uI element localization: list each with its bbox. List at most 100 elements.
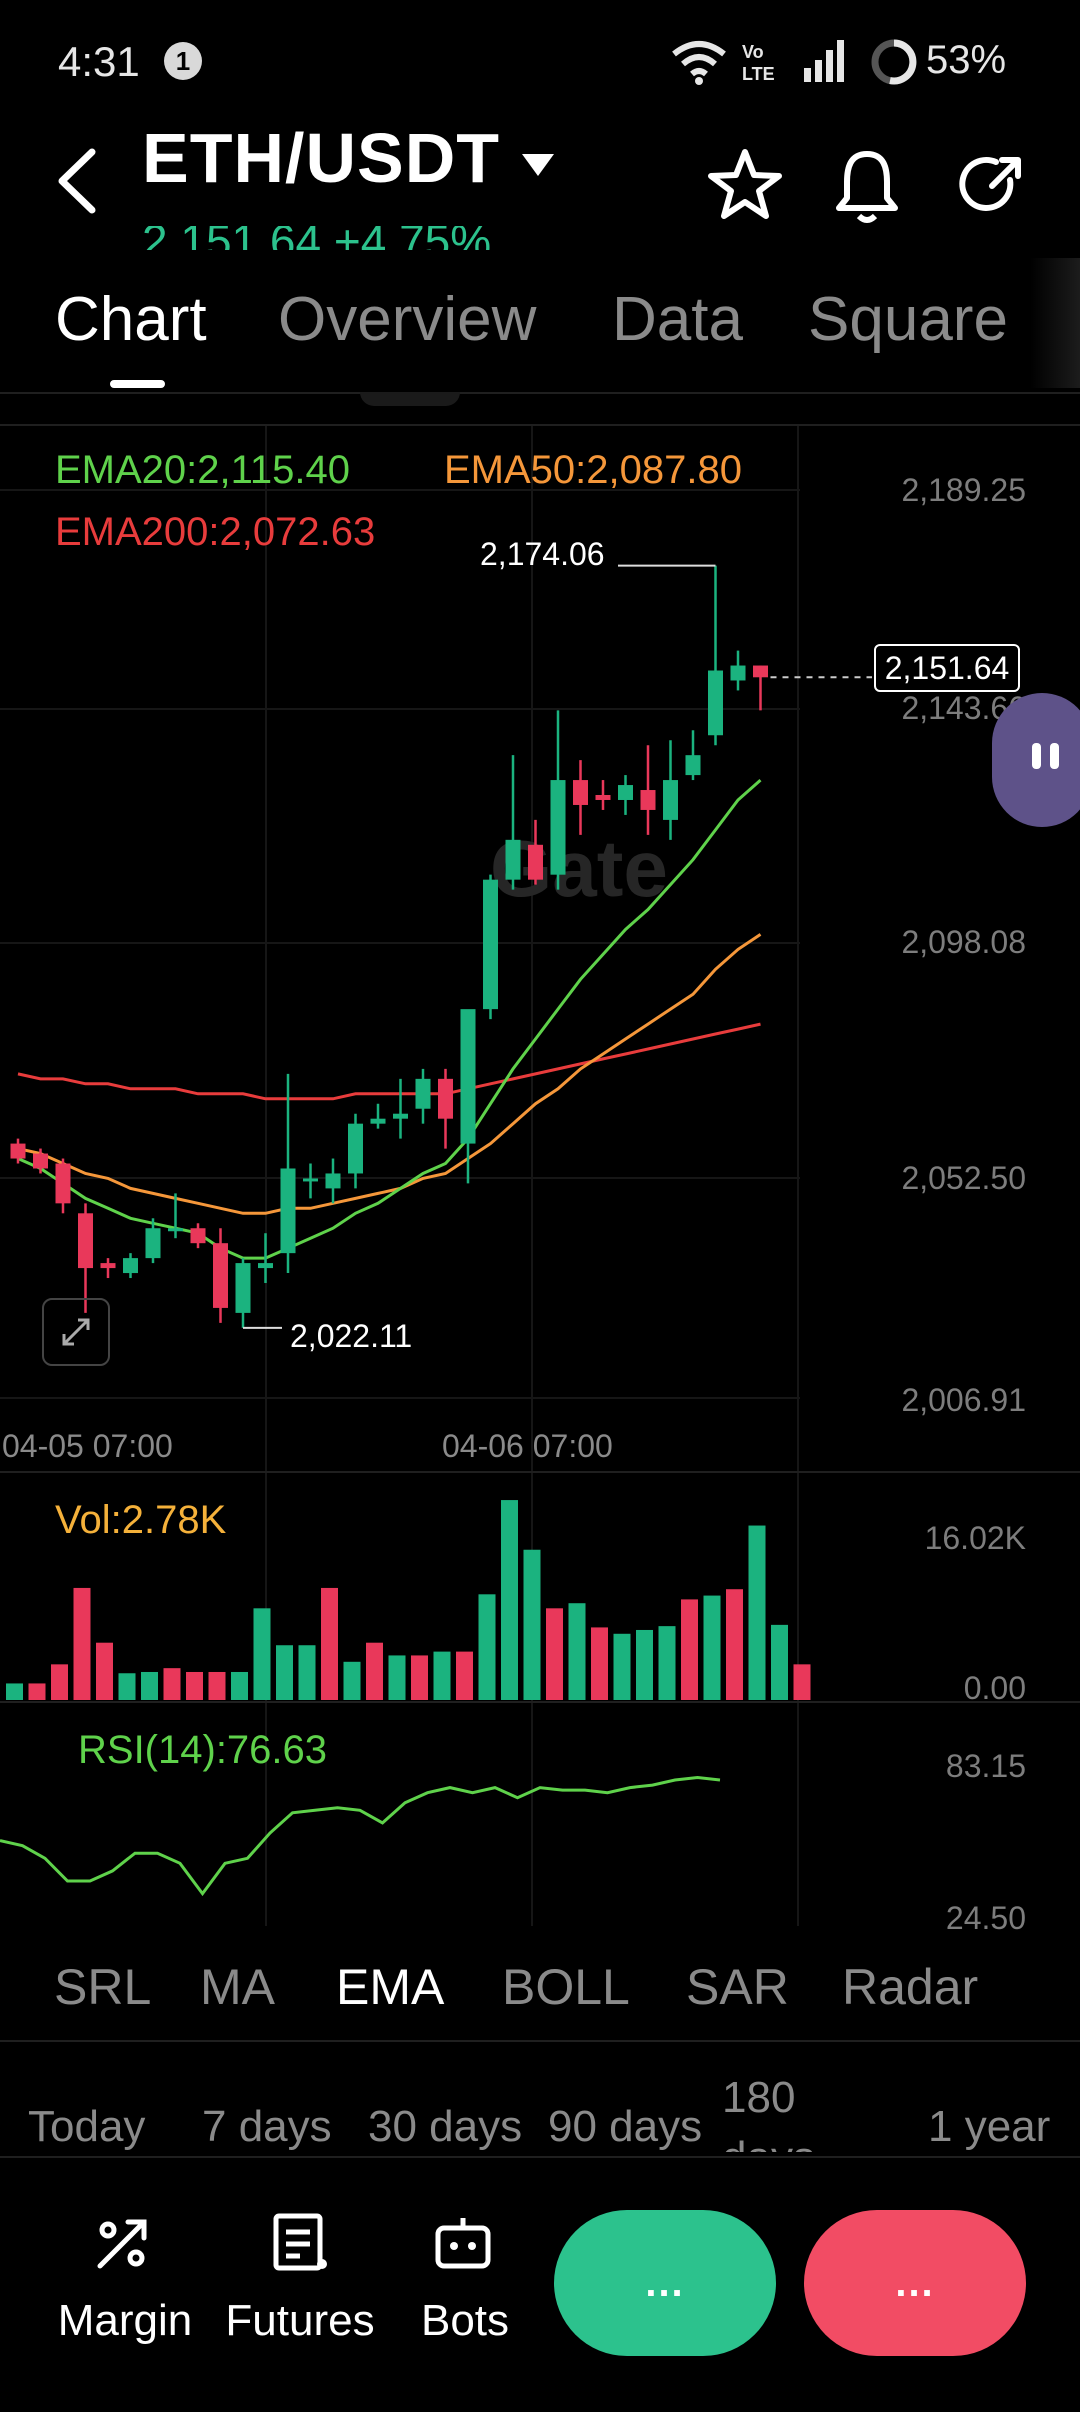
margin-button[interactable]: Margin	[57, 2296, 193, 2345]
volume-bar	[433, 1651, 451, 1700]
y-tick: 2,006.91	[901, 1382, 1026, 1418]
volume-bar	[411, 1655, 428, 1700]
candle-body	[100, 1263, 116, 1269]
tab-overview[interactable]: Overview	[278, 285, 537, 354]
chat-bubble-icon	[1032, 743, 1059, 769]
volume-bar	[658, 1626, 676, 1700]
indicator-boll[interactable]: BOLL	[502, 1959, 630, 2015]
candles	[10, 565, 768, 1328]
candle-body	[438, 1078, 453, 1119]
volume-bar	[73, 1587, 91, 1700]
futures-button[interactable]: Futures	[225, 2296, 375, 2345]
volume-bar	[118, 1673, 136, 1700]
volume-bar	[748, 1525, 766, 1700]
range-7-days[interactable]: 7 days	[202, 2102, 332, 2151]
chart-top-divider	[0, 424, 1080, 426]
volte-icon: Vo LTE	[742, 42, 775, 84]
y-tick: 2,052.50	[901, 1160, 1026, 1196]
indicator-sar[interactable]: SAR	[686, 1959, 789, 2015]
candle-body	[528, 844, 543, 880]
status-bar: 4:31 1 Vo LTE 53%	[0, 0, 1080, 125]
volume-bar	[478, 1594, 496, 1700]
indicator-radar[interactable]: Radar	[842, 1959, 979, 2015]
x-tick: 04-06 07:00	[442, 1428, 613, 1464]
indicator-ema[interactable]: EMA	[336, 1959, 445, 2015]
volume-bar	[96, 1642, 113, 1700]
volume-bar	[793, 1664, 811, 1700]
sell-button-label: ...	[895, 2261, 935, 2305]
candle-body	[145, 1228, 161, 1259]
volume-label: Vol:2.78K	[55, 1498, 227, 1542]
rsi-min-tick: 24.50	[945, 1900, 1026, 1936]
range-180-days-container[interactable]: 180 days	[722, 2068, 818, 2152]
candle-body	[78, 1213, 93, 1269]
bots-button[interactable]: Bots	[420, 2296, 510, 2345]
candle-body	[573, 780, 588, 805]
range-30-days[interactable]: 30 days	[368, 2102, 523, 2151]
tab-data[interactable]: Data	[612, 285, 743, 354]
margin-icon	[97, 2219, 147, 2269]
range-1-year[interactable]: 1 year	[928, 2102, 1051, 2151]
ema20-label: EMA20:2,115.40	[55, 448, 351, 492]
pull-handle[interactable]	[360, 392, 460, 406]
price-alert-bell-icon[interactable]	[832, 146, 902, 224]
volume-bar	[613, 1633, 631, 1700]
range-today[interactable]: Today	[28, 2102, 146, 2151]
volume-bar	[388, 1655, 406, 1700]
volume-bar	[28, 1683, 46, 1700]
candle-body	[303, 1178, 318, 1182]
wifi-icon	[672, 41, 726, 85]
ema-lines	[17, 778, 762, 1260]
volume-min-tick: 0.00	[963, 1670, 1026, 1706]
pair-dropdown-icon[interactable]	[520, 150, 556, 180]
candle-body	[10, 1143, 26, 1159]
indicator-srl[interactable]: SRL	[54, 1959, 152, 2015]
ema20-line	[17, 778, 762, 1260]
y-tick: 2,098.08	[901, 924, 1026, 960]
candle-body	[753, 665, 768, 678]
candle-body	[123, 1258, 138, 1274]
tab-square[interactable]: Square	[808, 285, 1008, 354]
volume-bar	[501, 1500, 518, 1700]
pair-title[interactable]: ETH/USDT	[142, 119, 500, 197]
ema200-line	[17, 1022, 761, 1101]
share-icon[interactable]	[956, 150, 1028, 222]
range-180-days[interactable]: 180 days	[722, 2073, 815, 2152]
sell-button[interactable]: ...	[804, 2210, 1026, 2356]
candle-body	[325, 1173, 341, 1189]
volume-bar	[681, 1599, 698, 1700]
floating-chat-bubble[interactable]	[992, 693, 1080, 827]
volume-bar	[546, 1608, 563, 1700]
volume-bar	[51, 1664, 68, 1700]
battery-icon	[871, 39, 917, 85]
volume-bar	[343, 1661, 361, 1700]
indicator-divider	[0, 2040, 1080, 2042]
tab-chart[interactable]: Chart	[55, 285, 207, 354]
range-90-days[interactable]: 90 days	[548, 2102, 703, 2151]
current-price-tag: 2,151.64	[874, 644, 1020, 692]
back-arrow-icon[interactable]	[52, 146, 102, 216]
expand-icon	[62, 1318, 90, 1346]
svg-text:Vo: Vo	[742, 42, 764, 62]
active-tab-indicator	[110, 380, 165, 388]
volume-bar	[726, 1589, 743, 1700]
volume-bar	[186, 1671, 203, 1700]
volume-bar	[703, 1595, 721, 1700]
futures-icon	[273, 2213, 327, 2271]
indicator-ma[interactable]: MA	[200, 1959, 275, 2015]
candle-body	[483, 879, 498, 1010]
volume-bar	[456, 1651, 473, 1700]
candlestick-chart[interactable]: Gate	[0, 426, 1080, 1926]
favorite-star-icon[interactable]	[706, 146, 784, 222]
volume-bar	[591, 1627, 608, 1700]
candle-body	[235, 1263, 251, 1313]
volume-bar	[298, 1645, 316, 1700]
buy-button[interactable]: ...	[554, 2210, 776, 2356]
candle-body	[213, 1243, 228, 1308]
price-markers	[243, 564, 872, 1329]
volume-bar	[253, 1608, 271, 1700]
fullscreen-button[interactable]	[42, 1298, 110, 1366]
candle-body	[550, 780, 566, 875]
ema50-label: EMA50:2,087.80	[444, 448, 742, 492]
volume-bar	[523, 1549, 541, 1700]
